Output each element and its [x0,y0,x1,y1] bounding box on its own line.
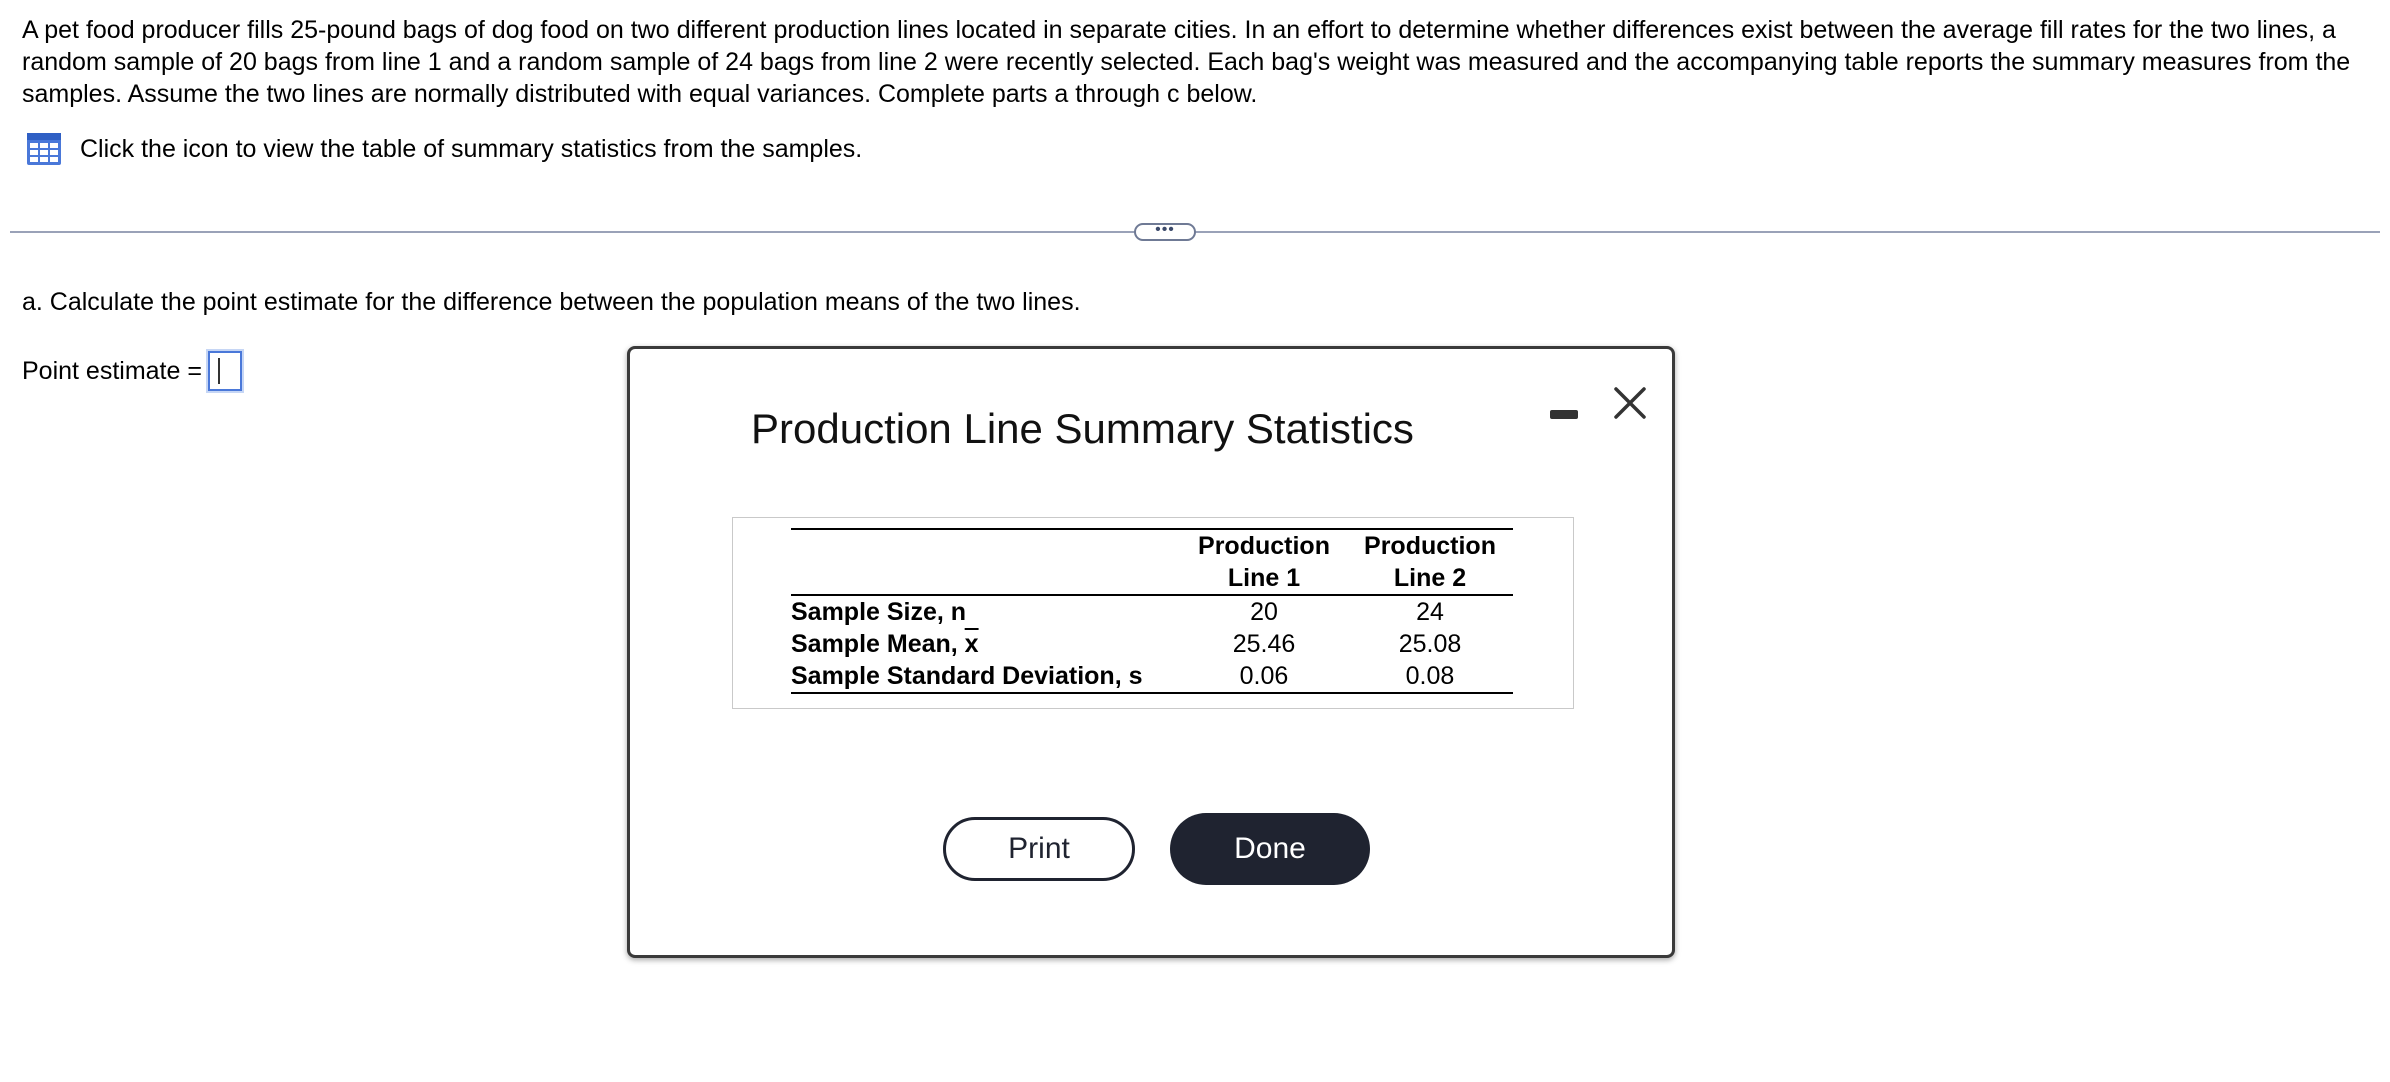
statistics-table-frame: Production Line 1 Production Line 2 Samp… [732,517,1574,709]
row-label: Sample Standard Deviation, s [791,660,1181,694]
cell-line-2: 24 [1416,598,1444,626]
cell-line-1: 25.46 [1232,630,1296,658]
point-estimate-input[interactable] [207,351,242,391]
table-row-sample-sd: Sample Standard Deviation, s 0.06 0.08 [791,660,1513,694]
part-a-question: a. Calculate the point estimate for the … [22,288,1081,316]
header-line-2-top: Production [1364,532,1496,560]
header-line-1: Production Line 1 [1181,528,1347,596]
summary-table-link-text: Click the icon to view the table of summ… [80,134,863,163]
cell-line-1: 0.06 [1181,660,1347,694]
table-grid-icon[interactable] [26,132,62,166]
done-button[interactable]: Done [1170,813,1370,885]
header-line-1-top: Production [1198,532,1330,560]
x-bar-symbol: x [964,630,979,658]
minimize-icon[interactable] [1548,395,1578,425]
table-row-sample-size: Sample Size, n 20 24 [791,595,1513,628]
table-row-sample-mean: Sample Mean, x 25.46 25.08 [791,628,1513,660]
row-label: Sample Mean, x [791,628,1181,660]
point-estimate-row: Point estimate = [22,351,242,391]
header-blank-cell [791,528,1181,596]
point-estimate-label: Point estimate = [22,356,202,385]
print-button[interactable]: Print [943,817,1135,881]
dialog-title: Production Line Summary Statistics [751,405,1414,452]
cell-line-2: 25.08 [1398,630,1462,658]
header-line-1-bottom: Line 1 [1227,564,1301,592]
close-icon[interactable] [1610,383,1650,423]
cell-line-1: 20 [1250,598,1278,626]
summary-table-link-row: Click the icon to view the table of summ… [26,132,862,166]
header-line-2: Production Line 2 [1347,528,1513,596]
summary-statistics-dialog: Production Line Summary Statistics Produ… [627,346,1675,958]
row-label-prefix: Sample Mean, [791,630,965,658]
header-line-2-bottom: Line 2 [1393,564,1467,592]
expand-more-button[interactable]: ••• [1134,222,1196,241]
problem-statement: A pet food producer fills 25-pound bags … [22,16,2351,108]
row-label: Sample Size, n [791,598,967,626]
statistics-table: Production Line 1 Production Line 2 Samp… [791,528,1513,694]
cell-line-2: 0.08 [1347,660,1513,694]
